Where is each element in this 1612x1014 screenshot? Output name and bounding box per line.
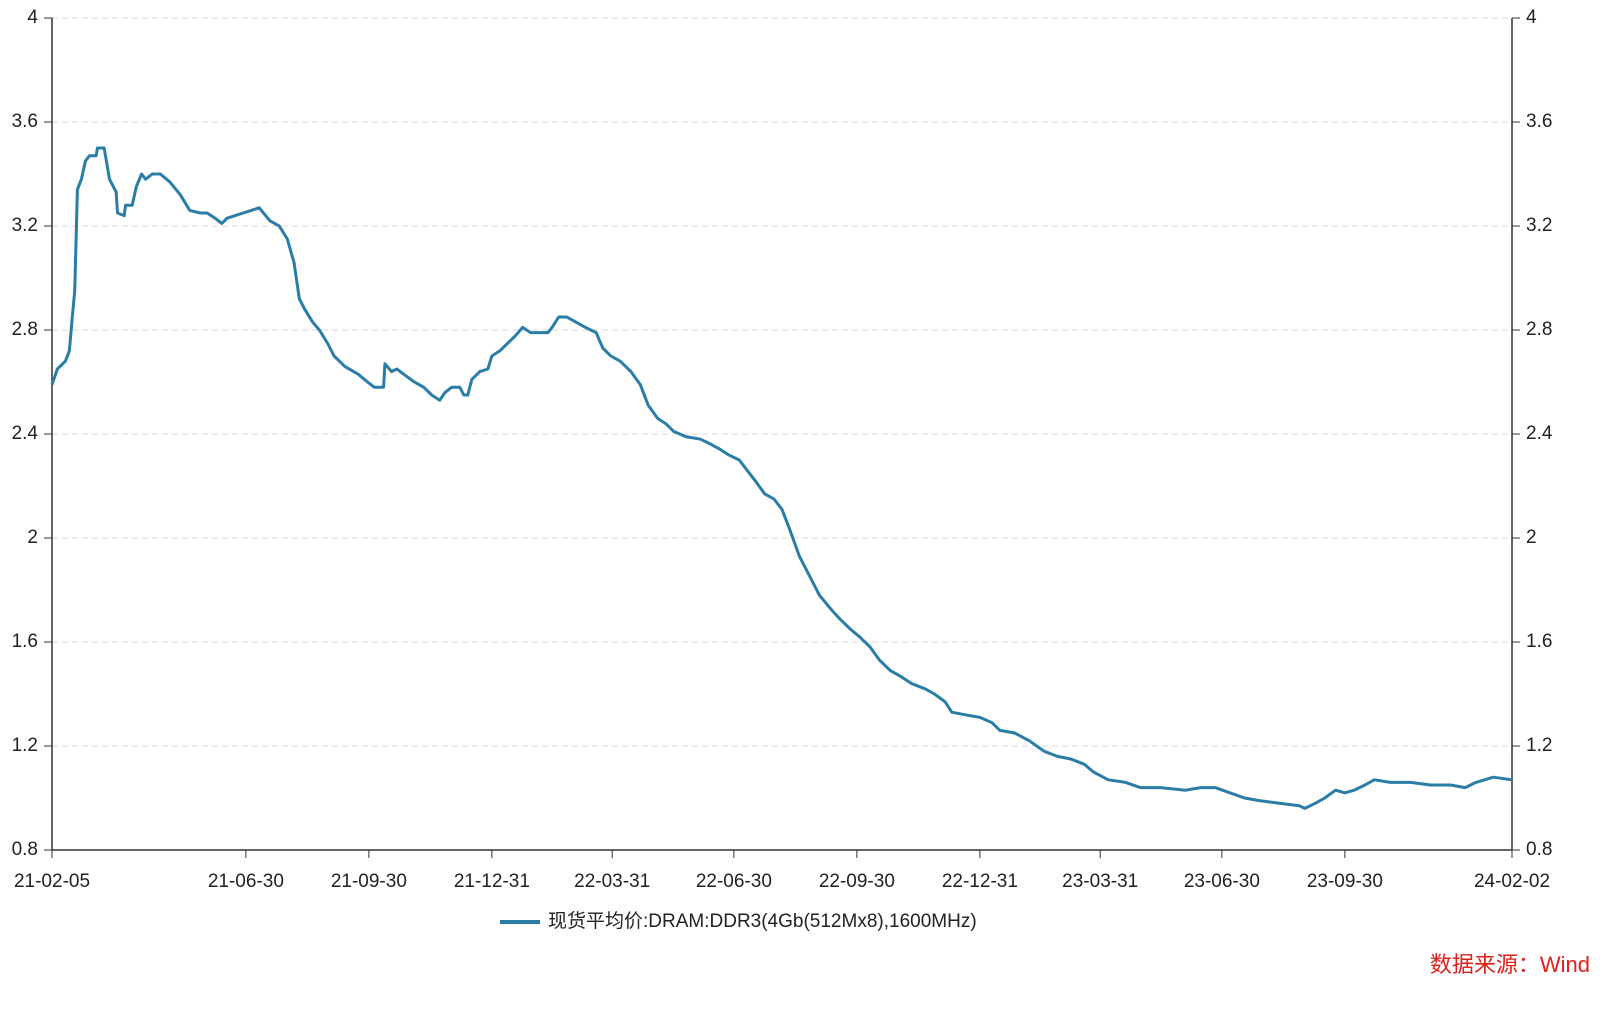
source-note: 数据来源：Wind xyxy=(1430,952,1590,977)
x-tick-label: 22-03-31 xyxy=(574,871,650,892)
y-tick-label: 2.8 xyxy=(12,319,38,340)
y-tick-label: 4 xyxy=(27,7,38,28)
y2-tick-label: 2 xyxy=(1526,527,1537,548)
y-tick-label: 1.2 xyxy=(12,735,38,756)
x-tick-label: 23-09-30 xyxy=(1307,871,1383,892)
x-tick-label: 24-02-02 xyxy=(1474,871,1550,892)
y2-tick-label: 0.8 xyxy=(1526,839,1552,860)
y2-tick-label: 3.6 xyxy=(1526,111,1552,132)
x-tick-label: 21-12-31 xyxy=(454,871,530,892)
x-tick-label: 22-12-31 xyxy=(942,871,1018,892)
x-tick-label: 21-06-30 xyxy=(208,871,284,892)
y-tick-label: 2.4 xyxy=(12,423,39,444)
y-tick-label: 3.2 xyxy=(12,215,38,236)
x-tick-label: 23-06-30 xyxy=(1184,871,1260,892)
x-tick-label: 22-09-30 xyxy=(819,871,895,892)
y2-tick-label: 2.4 xyxy=(1526,423,1553,444)
x-tick-label: 21-09-30 xyxy=(331,871,407,892)
y2-tick-label: 4 xyxy=(1526,7,1537,28)
y-tick-label: 0.8 xyxy=(12,839,38,860)
y2-tick-label: 2.8 xyxy=(1526,319,1552,340)
y-tick-label: 1.6 xyxy=(12,631,38,652)
x-tick-label: 23-03-31 xyxy=(1062,871,1138,892)
x-tick-label: 22-06-30 xyxy=(696,871,772,892)
y2-tick-label: 3.2 xyxy=(1526,215,1552,236)
y-tick-label: 3.6 xyxy=(12,111,38,132)
legend-label: 现货平均价:DRAM:DDR3(4Gb(512Mx8),1600MHz) xyxy=(548,910,977,932)
y-tick-label: 2 xyxy=(27,527,38,548)
y2-tick-label: 1.2 xyxy=(1526,735,1552,756)
series-line xyxy=(50,146,1513,810)
x-tick-label: 21-02-05 xyxy=(14,871,90,892)
y2-tick-label: 1.6 xyxy=(1526,631,1552,652)
